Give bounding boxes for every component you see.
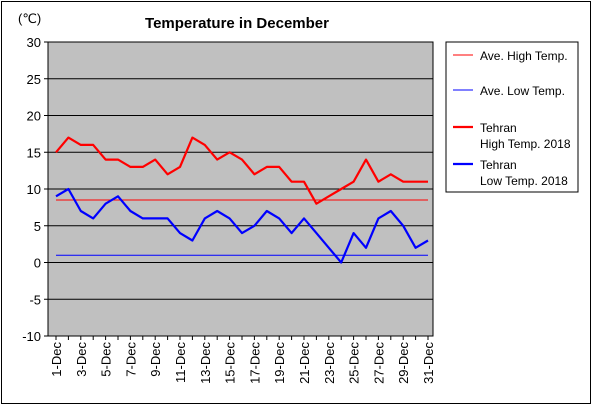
chart-title: Temperature in December xyxy=(145,15,329,32)
y-tick-label: 25 xyxy=(27,72,41,87)
x-tick-label: 15-Dec xyxy=(223,342,238,384)
x-tick-label: 23-Dec xyxy=(322,342,337,384)
series-line-2 xyxy=(55,136,428,205)
legend-box xyxy=(445,41,579,193)
x-tick-label: 1-Dec xyxy=(49,342,64,377)
legend-entry-1: Ave. Low Temp. xyxy=(480,84,565,98)
x-tick-label: 19-Dec xyxy=(272,342,287,384)
legend-entry-2: Tehran High Temp. 2018 xyxy=(480,121,571,151)
legend-entry-0: Ave. High Temp. xyxy=(480,49,568,63)
legend-entry-3: Tehran Low Temp. 2018 xyxy=(480,158,568,188)
y-tick-label: -10 xyxy=(22,329,41,344)
series-lines xyxy=(55,136,429,264)
x-tick-label: 29-Dec xyxy=(396,342,411,384)
y-tick-label: 30 xyxy=(27,35,41,50)
x-tick-label: 31-Dec xyxy=(421,342,436,384)
legend: Ave. High Temp. Ave. Low Temp. Tehran High … xyxy=(453,49,571,188)
x-tick-label: 5-Dec xyxy=(99,342,114,377)
x-axis-ticks: 1-Dec 3-Dec 5-Dec 7-Dec 9-Dec 11-Dec 13-Dec 15-… xyxy=(49,336,436,384)
x-tick-label: 7-Dec xyxy=(123,342,138,377)
x-tick-label: 13-Dec xyxy=(198,342,213,384)
y-axis-unit: (℃) xyxy=(18,11,41,26)
x-tick-label: 21-Dec xyxy=(297,342,312,384)
x-tick-label: 17-Dec xyxy=(247,342,262,384)
y-axis-ticks: 30 25 20 15 10 5 0 -5 -10 xyxy=(22,35,48,344)
y-tick-label: 10 xyxy=(27,182,41,197)
y-tick-label: -5 xyxy=(29,292,41,307)
series-line-3 xyxy=(55,187,429,264)
y-tick-label: 15 xyxy=(27,145,41,160)
y-tick-label: 5 xyxy=(34,219,41,234)
y-tick-label: 0 xyxy=(34,256,41,271)
x-tick-label: 3-Dec xyxy=(74,342,89,377)
x-tick-label: 25-Dec xyxy=(347,342,362,384)
x-tick-label: 27-Dec xyxy=(371,342,386,384)
x-tick-label: 9-Dec xyxy=(148,342,163,377)
y-tick-label: 20 xyxy=(27,109,41,124)
gridlines xyxy=(48,78,433,300)
x-tick-label: 11-Dec xyxy=(173,342,188,383)
